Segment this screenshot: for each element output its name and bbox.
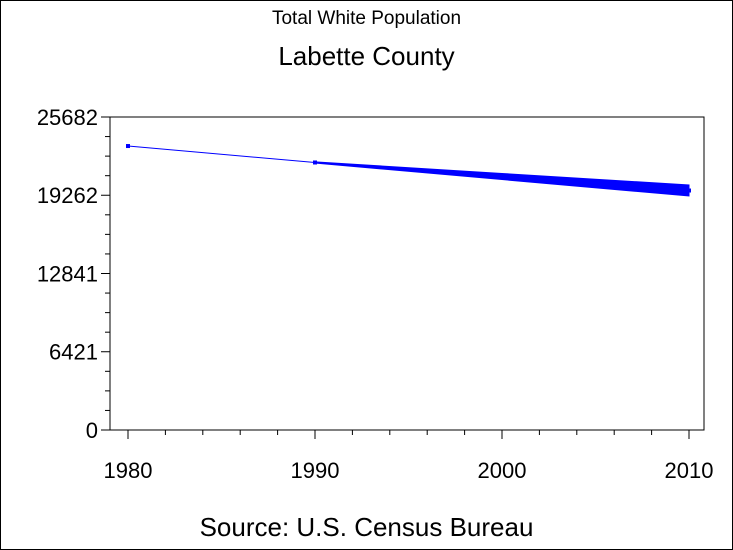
x-tick-label: 1980 (104, 458, 153, 483)
y-tick-label: 19262 (37, 183, 98, 208)
x-tick-label: 2000 (478, 458, 527, 483)
series-line (127, 145, 690, 192)
chart-title: Total White Population (271, 8, 462, 29)
data-point (500, 174, 504, 179)
x-tick-label: 1990 (291, 458, 340, 483)
y-tick-label: 12841 (37, 262, 98, 287)
data-point (687, 188, 691, 193)
data-point (126, 144, 130, 149)
data-point (313, 160, 317, 165)
y-tick-label: 25682 (37, 105, 98, 130)
chart-footnote: Source: U.S. Census Bureau (199, 512, 534, 542)
y-tick-label: 0 (86, 418, 98, 443)
x-tick-label: 2010 (665, 458, 714, 483)
chart-subtitle: Labette County (278, 41, 455, 71)
y-tick-label: 6421 (49, 340, 98, 365)
plot-area (109, 116, 705, 431)
